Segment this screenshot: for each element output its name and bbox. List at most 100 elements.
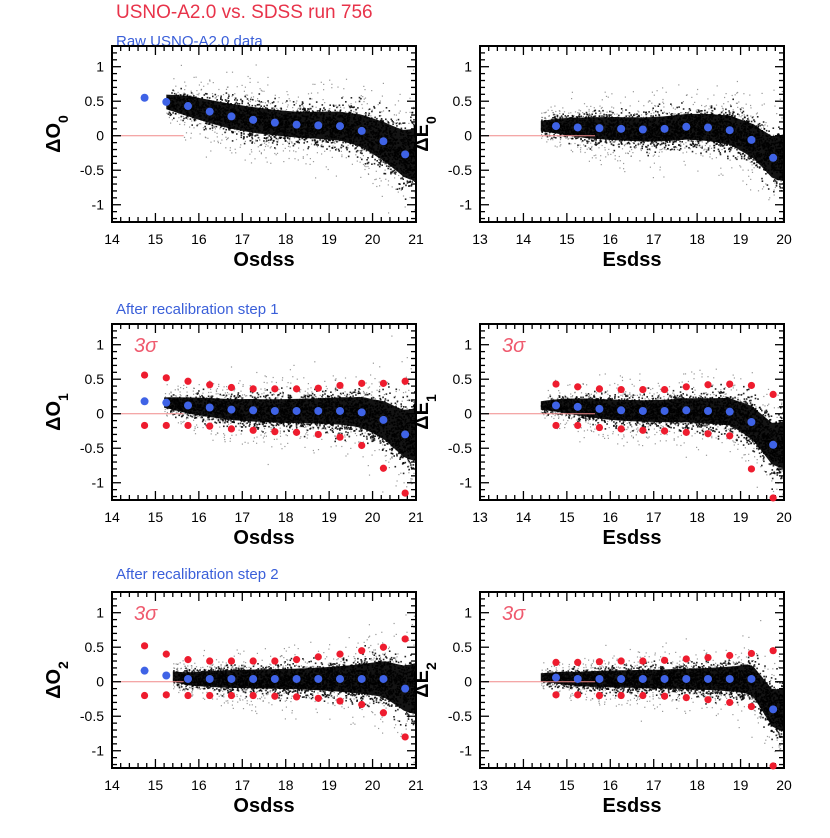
scatter-point: [293, 143, 296, 145]
row-title-step1: After recalibration step 1: [116, 301, 279, 318]
scatter-point: [240, 132, 243, 134]
scatter-point: [398, 112, 400, 114]
scatter-point: [276, 143, 278, 146]
scatter-point: [356, 150, 358, 152]
scatter-point: [187, 118, 189, 120]
scatter-point: [236, 102, 239, 105]
scatter-point: [250, 162, 253, 164]
scatter-point: [301, 108, 304, 111]
scatter-point: [384, 172, 387, 175]
scatter-point: [657, 105, 660, 107]
scatter-point: [313, 139, 315, 141]
scatter-point: [303, 108, 305, 111]
scatter-point: [289, 140, 291, 142]
scatter-point: [553, 133, 555, 136]
scatter-point: [302, 110, 305, 113]
scatter-point: [356, 145, 358, 147]
scatter-point: [339, 109, 342, 111]
scatter-point: [255, 140, 257, 142]
scatter-point: [741, 112, 744, 114]
scatter-point: [289, 150, 291, 152]
scatter-point: [396, 188, 399, 190]
scatter-point: [348, 150, 351, 153]
scatter-point: [314, 140, 316, 142]
scatter-point: [739, 152, 741, 154]
scatter-point: [243, 133, 245, 135]
scatter-point: [298, 147, 300, 149]
scatter-point: [719, 152, 721, 154]
scatter-point: [394, 173, 397, 175]
scatter-point: [541, 119, 543, 121]
scatter-point: [413, 126, 416, 128]
scatter-point: [756, 166, 759, 168]
scatter-point: [759, 124, 761, 127]
scatter-point: [732, 155, 735, 157]
scatter-point: [312, 161, 315, 163]
scatter-point: [689, 109, 692, 112]
scatter-point: [194, 118, 197, 121]
scatter-point: [240, 144, 242, 146]
scatter-point: [595, 144, 597, 146]
scatter-point: [206, 96, 209, 99]
scatter-point: [275, 137, 278, 140]
scatter-point: [382, 110, 385, 112]
scatter-point: [402, 122, 404, 124]
scatter-point: [378, 115, 381, 117]
scatter-point: [217, 95, 219, 97]
scatter-point: [576, 137, 579, 139]
scatter-point: [332, 145, 334, 147]
scatter-point: [275, 140, 278, 142]
scatter-point: [211, 127, 214, 129]
scatter-point: [334, 142, 336, 145]
scatter-point: [231, 130, 233, 133]
scatter-point: [338, 150, 340, 152]
scatter-point: [243, 90, 245, 92]
scatter-point: [250, 96, 252, 98]
scatter-point: [360, 150, 362, 152]
scatter-point: [382, 161, 385, 163]
scatter-point: [219, 128, 221, 130]
scatter-point: [307, 146, 310, 148]
scatter-point: [260, 152, 262, 154]
scatter-point: [649, 143, 652, 145]
scatter-point: [309, 158, 311, 160]
scatter-point: [211, 124, 214, 127]
scatter-point: [358, 100, 361, 103]
scatter-point: [305, 137, 308, 140]
scatter-point: [398, 183, 400, 185]
scatter-point: [229, 149, 231, 151]
scatter-point: [555, 137, 557, 139]
scatter-point: [248, 104, 251, 106]
scatter-point: [287, 145, 290, 147]
scatter-point: [373, 107, 376, 109]
scatter-point: [205, 137, 207, 139]
scatter-point: [586, 113, 588, 116]
scatter-point: [341, 146, 343, 148]
scatter-point: [355, 101, 357, 103]
scatter-point: [243, 142, 246, 145]
scatter-point: [267, 100, 269, 102]
scatter-point: [274, 147, 276, 149]
scatter-point: [221, 99, 223, 101]
scatter-point: [191, 124, 193, 126]
scatter-point: [250, 149, 252, 151]
scatter-point: [401, 177, 404, 179]
scatter-point: [722, 144, 725, 147]
scatter-point: [307, 108, 309, 110]
scatter-point: [170, 113, 173, 116]
scatter-point: [394, 177, 396, 179]
scatter-point: [190, 132, 192, 134]
scatter-point: [261, 143, 263, 145]
scatter-point: [401, 188, 403, 190]
scatter-point: [227, 97, 230, 99]
scatter-point: [296, 100, 298, 102]
scatter-point: [387, 180, 390, 182]
scatter-point: [574, 136, 576, 138]
scatter-point: [169, 112, 171, 115]
scatter-point: [234, 97, 236, 99]
scatter-point: [367, 109, 370, 111]
scatter-point: [284, 137, 286, 139]
mean-point: [162, 97, 171, 106]
scatter-point: [251, 139, 253, 141]
scatter-point: [200, 81, 202, 83]
